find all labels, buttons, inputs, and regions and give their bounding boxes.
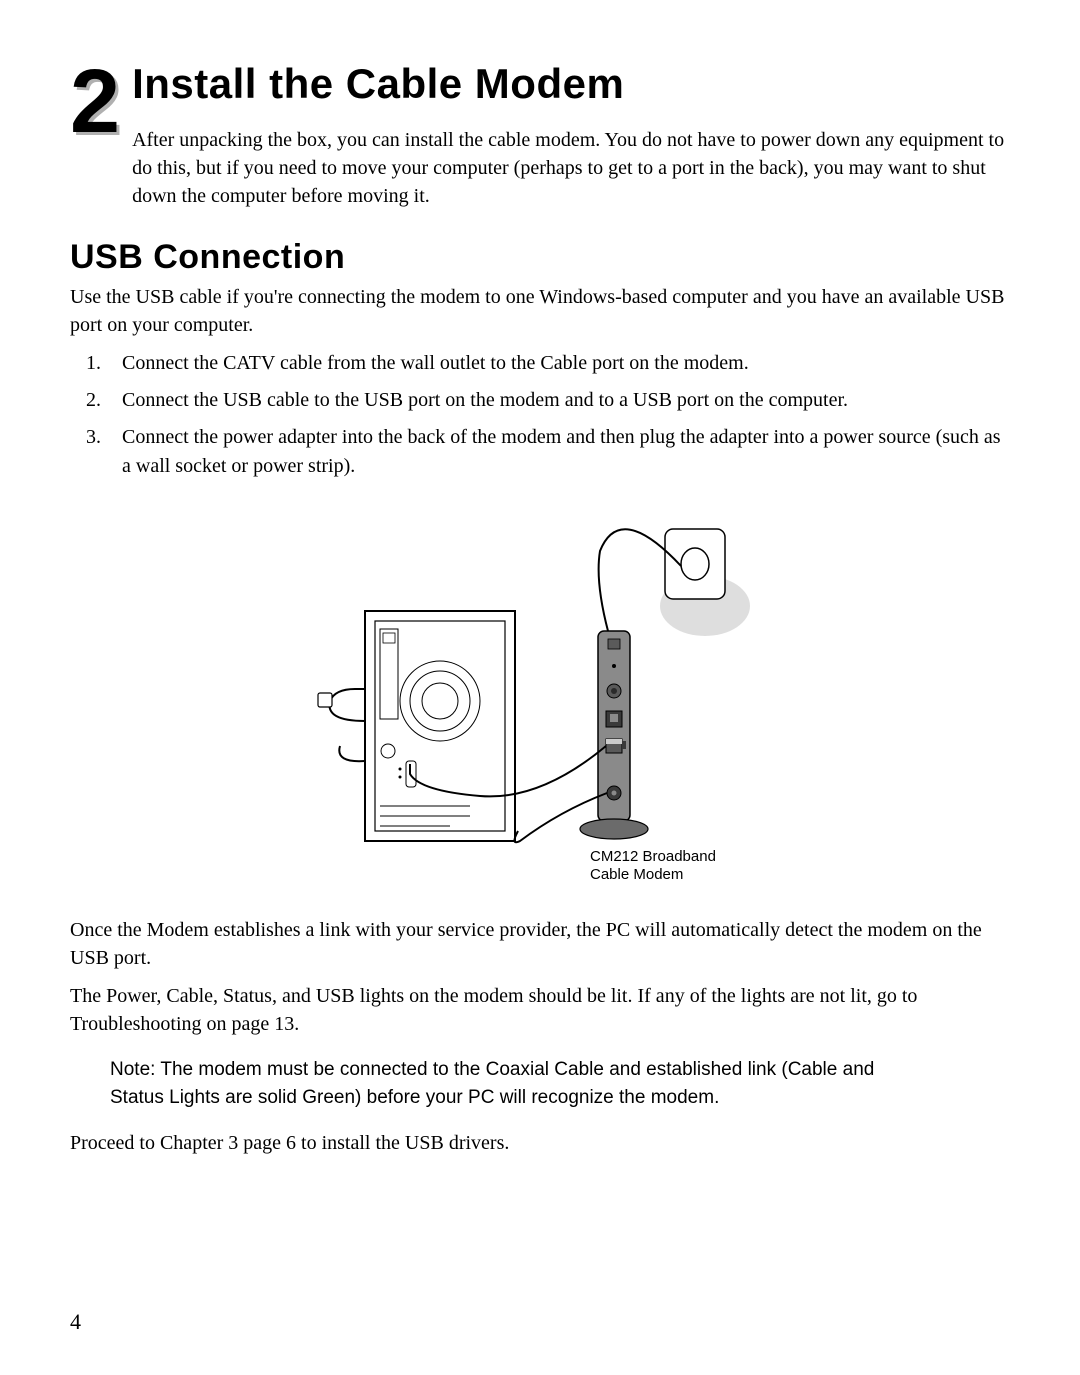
proceed-text: Proceed to Chapter 3 page 6 to install t…	[70, 1129, 1010, 1157]
steps-list: Connect the CATV cable from the wall out…	[70, 349, 1010, 481]
step-2: Connect the USB cable to the USB port on…	[106, 386, 1010, 415]
chapter-title-block: Install the Cable Modem After unpacking …	[132, 60, 1010, 210]
note-text: Note: The modem must be connected to the…	[110, 1056, 930, 1111]
diagram-caption-2: Cable Modem	[590, 866, 683, 883]
page: 2 Install the Cable Modem After unpackin…	[0, 0, 1080, 1375]
after-diagram-1: Once the Modem establishes a link with y…	[70, 916, 1010, 972]
diagram-caption-1: CM212 Broadband	[590, 848, 716, 865]
page-number: 4	[70, 1309, 81, 1335]
after-diagram-2: The Power, Cable, Status, and USB lights…	[70, 982, 1010, 1038]
connection-diagram: CM212 Broadband Cable Modem	[70, 511, 1010, 896]
section-intro: Use the USB cable if you're connecting t…	[70, 283, 1010, 339]
step-1: Connect the CATV cable from the wall out…	[106, 349, 1010, 378]
chapter-header: 2 Install the Cable Modem After unpackin…	[70, 60, 1010, 210]
chapter-title: Install the Cable Modem	[132, 60, 1010, 108]
diagram-svg: CM212 Broadband Cable Modem	[310, 511, 770, 891]
chapter-intro: After unpacking the box, you can install…	[132, 126, 1010, 210]
chapter-number: 2	[70, 66, 120, 138]
step-3: Connect the power adapter into the back …	[106, 423, 1010, 481]
section-title-usb: USB Connection	[70, 238, 1010, 277]
